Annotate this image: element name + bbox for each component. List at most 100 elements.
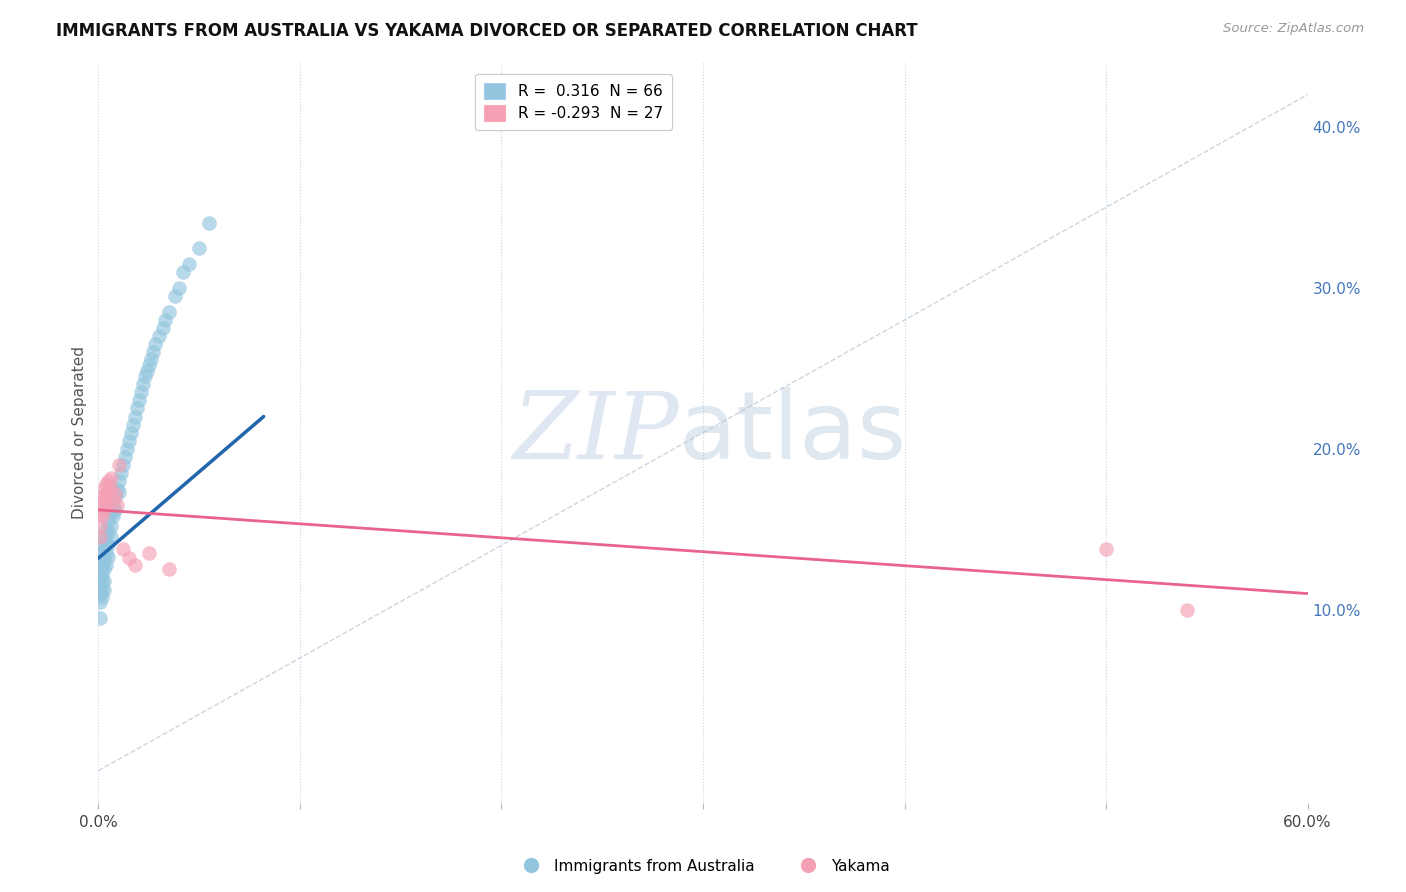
Legend: Immigrants from Australia, Yakama: Immigrants from Australia, Yakama <box>510 853 896 880</box>
Text: IMMIGRANTS FROM AUSTRALIA VS YAKAMA DIVORCED OR SEPARATED CORRELATION CHART: IMMIGRANTS FROM AUSTRALIA VS YAKAMA DIVO… <box>56 22 918 40</box>
Point <box>96 535 118 549</box>
Point <box>93 551 115 566</box>
Point <box>103 490 125 504</box>
Point <box>188 240 211 255</box>
Point <box>97 514 120 528</box>
Point <box>179 257 201 271</box>
Point <box>89 586 111 600</box>
Point <box>93 574 115 588</box>
Point <box>152 321 174 335</box>
Point <box>93 482 115 496</box>
Point <box>91 583 114 598</box>
Point <box>97 485 120 500</box>
Point <box>121 417 143 432</box>
Point <box>101 493 124 508</box>
Point <box>91 567 114 582</box>
Point <box>129 385 152 400</box>
Point <box>107 485 129 500</box>
Point <box>118 551 141 566</box>
Point <box>89 578 111 592</box>
Point <box>142 345 165 359</box>
Point <box>132 377 155 392</box>
Point <box>100 530 122 544</box>
Point <box>1175 602 1198 616</box>
Point <box>89 570 111 584</box>
Point <box>198 216 221 230</box>
Point <box>103 487 125 501</box>
Point <box>96 546 118 560</box>
Y-axis label: Divorced or Separated: Divorced or Separated <box>72 346 87 519</box>
Point <box>96 498 118 512</box>
Point <box>89 506 111 520</box>
Legend: R =  0.316  N = 66, R = -0.293  N = 27: R = 0.316 N = 66, R = -0.293 N = 27 <box>475 74 672 130</box>
Point <box>118 434 141 448</box>
Point <box>124 409 146 424</box>
Point <box>167 281 190 295</box>
Point <box>97 525 120 540</box>
Point <box>105 482 128 496</box>
Point <box>105 498 128 512</box>
Point <box>100 482 122 496</box>
Point <box>111 458 134 472</box>
Point <box>120 425 142 440</box>
Point <box>125 401 148 416</box>
Point <box>89 610 111 624</box>
Point <box>89 554 111 568</box>
Point <box>91 574 114 588</box>
Point <box>139 351 162 366</box>
Point <box>91 558 114 572</box>
Point <box>97 474 120 488</box>
Point <box>138 358 160 372</box>
Point <box>91 538 114 552</box>
Point <box>93 530 115 544</box>
Point <box>107 474 129 488</box>
Point <box>138 546 160 560</box>
Point <box>115 442 138 456</box>
Point <box>97 549 120 564</box>
Point <box>148 329 170 343</box>
Point <box>114 450 136 464</box>
Point <box>89 530 111 544</box>
Point <box>124 558 146 572</box>
Point <box>135 364 157 378</box>
Point <box>128 393 150 408</box>
Point <box>157 305 180 319</box>
Point <box>96 558 118 572</box>
Point <box>103 503 125 517</box>
Point <box>97 538 120 552</box>
Point <box>134 369 156 384</box>
Point <box>89 519 111 533</box>
Point <box>110 466 132 480</box>
Point <box>93 541 115 556</box>
Text: atlas: atlas <box>679 386 907 479</box>
Point <box>100 471 122 485</box>
Point <box>91 546 114 560</box>
Point <box>107 458 129 472</box>
Point <box>91 498 114 512</box>
Point <box>93 562 115 576</box>
Point <box>157 562 180 576</box>
Point <box>111 541 134 556</box>
Point <box>172 265 194 279</box>
Point <box>96 522 118 536</box>
Point <box>89 594 111 608</box>
Point <box>93 583 115 598</box>
Point <box>163 289 186 303</box>
Point <box>96 487 118 501</box>
Point <box>93 503 115 517</box>
Point <box>89 562 111 576</box>
Point <box>100 519 122 533</box>
Text: Source: ZipAtlas.com: Source: ZipAtlas.com <box>1223 22 1364 36</box>
Point <box>91 590 114 604</box>
Text: ZIP: ZIP <box>512 388 679 477</box>
Point <box>153 313 176 327</box>
Point <box>101 498 124 512</box>
Point <box>143 337 166 351</box>
Point <box>96 477 118 491</box>
Point <box>91 490 114 504</box>
Point <box>1095 541 1118 556</box>
Point <box>100 506 122 520</box>
Point <box>101 509 124 524</box>
Point <box>93 493 115 508</box>
Point <box>91 509 114 524</box>
